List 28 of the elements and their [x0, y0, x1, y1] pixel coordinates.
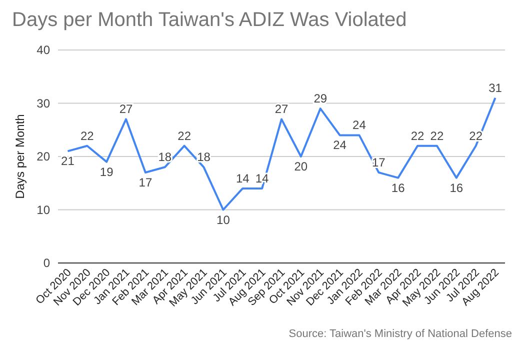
data-label: 24 — [352, 118, 366, 132]
data-label: 19 — [100, 164, 114, 179]
data-label: 10 — [216, 212, 230, 227]
data-label: 27 — [274, 102, 288, 116]
data-label: 29 — [314, 92, 328, 106]
source-note: Source: Taiwan's Ministry of National Defense — [288, 328, 512, 340]
data-label: 16 — [450, 180, 464, 195]
data-label: 22 — [80, 128, 94, 143]
chart-title: Days per Month Taiwan's ADIZ Was Violated — [12, 9, 407, 31]
y-tick-label: 0 — [43, 256, 50, 270]
y-tick-label: 40 — [36, 43, 50, 58]
data-label: 18 — [158, 150, 172, 164]
y-tick-label: 20 — [36, 150, 50, 164]
data-label: 21 — [61, 154, 75, 168]
data-label: 31 — [488, 80, 502, 95]
data-label: 22 — [178, 128, 192, 143]
y-axis-title: Days per Month — [13, 114, 27, 199]
data-label: 27 — [119, 102, 134, 116]
y-tick-label: 30 — [36, 96, 50, 110]
data-label: 22 — [430, 128, 444, 143]
data-label: 17 — [138, 175, 152, 190]
data-label: 18 — [197, 150, 211, 164]
y-tick-label: 10 — [36, 202, 50, 217]
data-label: 24 — [333, 138, 347, 152]
data-label: 22 — [410, 128, 425, 143]
data-label: 14 — [236, 171, 250, 186]
data-label: 20 — [294, 160, 308, 174]
data-label: 16 — [391, 180, 406, 195]
